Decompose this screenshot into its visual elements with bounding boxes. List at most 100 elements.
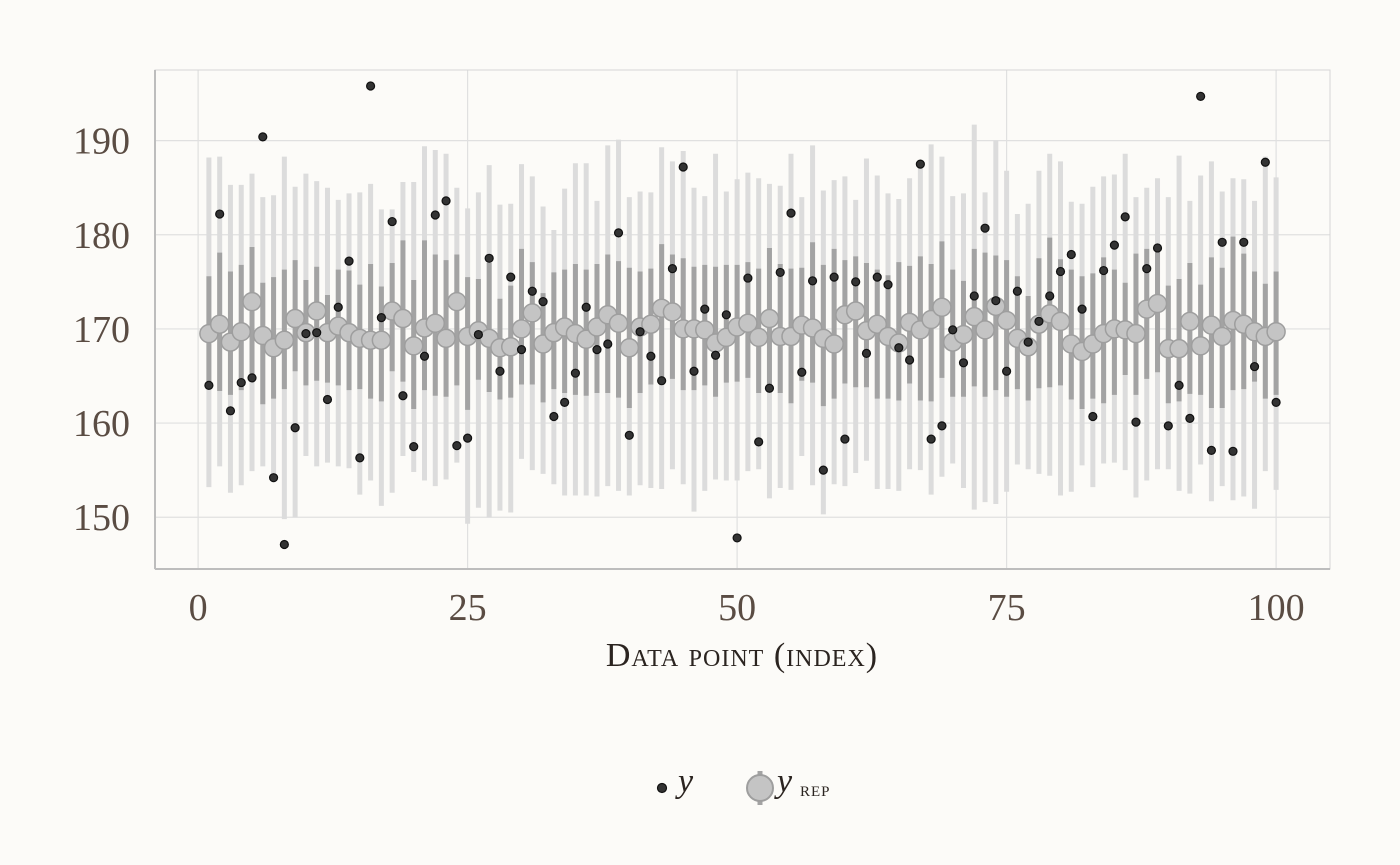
yrep-point — [867, 314, 887, 334]
y-tick-label: 190 — [73, 121, 130, 163]
y-point — [1099, 265, 1109, 276]
y-point — [592, 345, 602, 355]
y-point — [1045, 291, 1055, 301]
y-point — [1120, 212, 1130, 222]
y-point — [764, 383, 775, 393]
y-point — [570, 368, 581, 378]
yrep-point — [608, 313, 629, 334]
y-point — [1152, 243, 1163, 253]
y-point — [667, 264, 678, 274]
yrep-point — [738, 313, 758, 334]
y-tick-label: 150 — [73, 497, 130, 539]
y-point — [1088, 411, 1098, 422]
yrep-point — [231, 321, 251, 342]
y-point — [754, 437, 764, 447]
y-point — [1131, 417, 1141, 427]
y-point — [312, 328, 322, 338]
y-point — [1142, 264, 1152, 274]
yrep-median-points — [199, 291, 1286, 362]
y-point — [840, 434, 850, 444]
y-point — [980, 223, 990, 233]
yrep-point — [587, 317, 607, 337]
y-point — [290, 423, 300, 433]
y-point — [236, 377, 246, 388]
y-point — [926, 434, 936, 444]
yrep-point — [1180, 311, 1200, 332]
y-tick-label: 170 — [73, 309, 130, 351]
yrep-point — [759, 308, 780, 329]
legend-item-yrep: y rep — [746, 763, 830, 805]
x-tick-label: 75 — [988, 587, 1026, 629]
y-point — [883, 280, 893, 290]
y-point — [344, 256, 354, 266]
yrep-point — [996, 310, 1017, 331]
y-point — [1249, 361, 1260, 372]
y-point — [958, 358, 969, 368]
y-point — [376, 313, 386, 323]
yrep-point — [824, 334, 844, 354]
y-point — [991, 296, 1001, 306]
y-point — [538, 297, 548, 307]
yrep-point — [1190, 336, 1211, 356]
x-tick-label: 0 — [189, 587, 208, 629]
y-point — [225, 406, 236, 416]
y-point — [829, 272, 839, 282]
y-point — [430, 210, 440, 220]
y-point — [1109, 240, 1120, 250]
yrep-point — [393, 308, 413, 329]
yrep-point — [522, 303, 543, 323]
yrep-point — [1050, 311, 1071, 332]
y-point — [1217, 237, 1227, 247]
y-point — [872, 272, 882, 282]
y-point — [549, 411, 559, 422]
legend-y-label: y — [675, 763, 694, 800]
yrep-point — [619, 337, 640, 358]
y-point — [1034, 316, 1044, 326]
y-point — [1023, 337, 1033, 347]
y-point — [247, 373, 257, 383]
y-point — [786, 208, 796, 218]
y-point — [613, 228, 624, 238]
axes — [154, 69, 1331, 570]
y-point — [1185, 413, 1195, 423]
x-tick-label: 50 — [718, 587, 756, 629]
y-point — [1271, 397, 1281, 407]
yrep-point — [403, 336, 424, 356]
yrep-point — [436, 328, 456, 349]
y-point — [1239, 237, 1249, 247]
y-point — [700, 304, 710, 314]
y-point — [1174, 380, 1184, 391]
yrep-point — [576, 329, 596, 350]
y-point — [818, 465, 828, 475]
x-tick-label: 25 — [449, 587, 487, 629]
yrep-point — [932, 297, 952, 318]
y-point — [441, 196, 451, 206]
y-point — [743, 273, 753, 283]
y-point — [1055, 266, 1066, 277]
y-point — [398, 391, 408, 401]
y-point — [657, 376, 667, 386]
y-point — [560, 397, 570, 407]
yrep-point — [253, 325, 273, 346]
y-point — [1196, 91, 1206, 101]
legend-y-marker — [656, 782, 668, 794]
legend-item-y: y — [656, 763, 694, 800]
y-point — [1077, 304, 1087, 314]
yrep-point — [1126, 323, 1146, 344]
yrep-point — [425, 313, 446, 334]
legend: y y rep — [656, 763, 830, 805]
yrep-point — [695, 320, 715, 340]
legend-yrep-label: y — [774, 763, 793, 800]
y-point — [419, 351, 430, 361]
yrep-point — [1169, 338, 1189, 359]
y-point — [365, 81, 376, 91]
y-point — [1163, 421, 1173, 431]
y-point — [851, 277, 861, 287]
y-point — [473, 329, 483, 340]
yrep-point — [306, 301, 327, 321]
y-point — [937, 421, 947, 431]
yrep-point — [209, 314, 230, 334]
y-point — [301, 329, 311, 339]
y-point — [678, 162, 688, 172]
